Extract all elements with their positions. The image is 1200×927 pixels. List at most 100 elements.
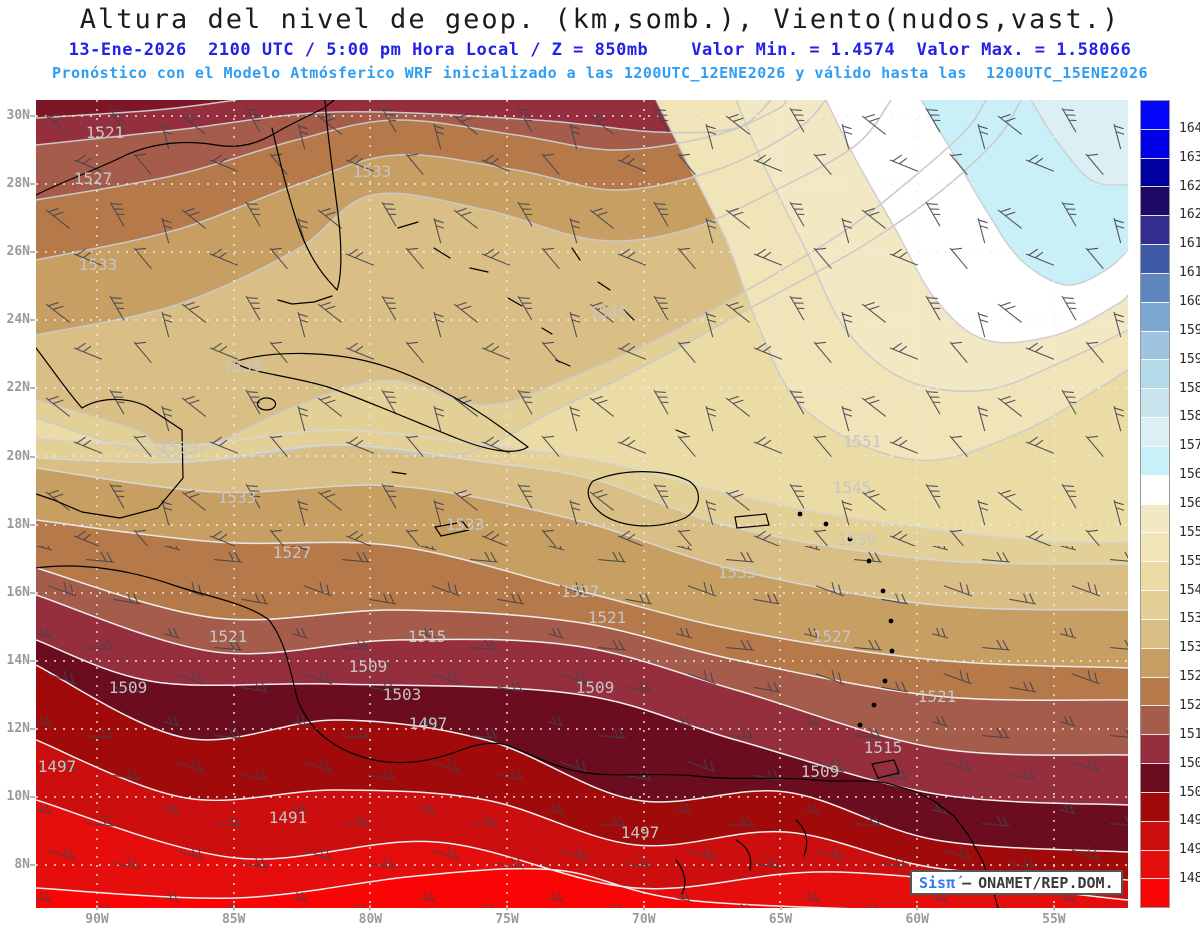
colorbar-swatch (1141, 128, 1169, 158)
colorbar-swatch (1141, 561, 1169, 591)
lat-tick-label: 28N (6, 176, 30, 192)
watermark-credit: ONAMET/REP.DOM. (978, 873, 1114, 892)
colorbar-swatch (1141, 849, 1169, 879)
colorbar-level-label: 1623 (1179, 207, 1200, 223)
lon-tick-mark (916, 905, 919, 910)
colorbar-swatch (1141, 101, 1169, 129)
contour-label: 1527 (813, 627, 852, 646)
lon-tick-mark (96, 905, 98, 910)
lon-tick-label: 90W (85, 912, 109, 927)
lat-tick-label: 30N (6, 108, 30, 123)
colorbar-level-label: 1575 (1179, 438, 1200, 454)
lat-tick-mark (30, 523, 35, 526)
colorbar-level-label: 1545 (1179, 582, 1200, 598)
colorbar-level-label: 1503 (1179, 784, 1200, 800)
contour-label: 1509 (349, 657, 388, 676)
colorbar-swatch (1141, 330, 1169, 360)
contour-label: 1545 (589, 303, 628, 322)
lon-tick-label: 80W (358, 912, 383, 927)
lon-tick-mark (779, 905, 782, 910)
contour-label: 1491 (269, 808, 308, 827)
lon-tick-label: 65W (768, 912, 793, 927)
colorbar-swatch (1141, 791, 1169, 821)
contour-label: 1497 (621, 823, 660, 842)
contour-label: 1503 (383, 685, 422, 704)
colorbar-level-label: 1497 (1179, 813, 1200, 829)
colorbar-level-label: 1557 (1179, 524, 1200, 540)
colorbar-level-label: 1527 (1179, 669, 1200, 685)
lat-tick-mark (30, 115, 35, 117)
colorbar-swatch (1141, 474, 1169, 504)
colorbar-swatch (1141, 186, 1169, 216)
lon-tick-label: 55W (1042, 912, 1066, 927)
colorbar-swatch (1141, 734, 1169, 764)
contour-label: 1509 (109, 678, 148, 697)
contour-label: 1539 (838, 530, 877, 549)
watermark-box: Sisπ́ – ONAMET/REP.DOM. (910, 870, 1123, 895)
contour-label: 1527 (273, 543, 312, 562)
contour-label: 1497 (409, 714, 448, 733)
contour-label: 1545 (833, 478, 872, 497)
lat-tick-mark (30, 319, 35, 322)
contour-label: 1533 (718, 563, 757, 582)
lat-tick-label: 20N (6, 448, 30, 464)
lon-tick-mark (1052, 905, 1055, 910)
colorbar-level-label: 1587 (1179, 380, 1200, 396)
contour-label: 1527 (561, 582, 600, 601)
contour-label: 1539 (159, 438, 198, 457)
colorbar-level-label: 1629 (1179, 178, 1200, 194)
lon-tick-mark (369, 905, 372, 910)
contour-label: 1533 (218, 488, 257, 507)
lat-tick-label: 14N (6, 652, 30, 668)
watermark-separator: – (962, 873, 972, 892)
page-title: Altura del nivel de geop. (km,somb.), Vi… (79, 4, 1121, 35)
contour-label: 1515 (408, 627, 447, 646)
contour-label: 1521 (86, 123, 125, 142)
colorbar-level-label: 1485 (1179, 871, 1200, 887)
colorbar-swatch (1141, 532, 1169, 562)
colorbar-swatch (1141, 878, 1169, 908)
colorbar-level-label: 1533 (1179, 640, 1200, 656)
lat-tick-mark (30, 727, 35, 730)
colorbar-swatch (1141, 215, 1169, 245)
lat-tick-mark (30, 796, 35, 798)
colorbar-level-label: 1491 (1179, 842, 1200, 858)
lon-tick-mark (232, 905, 235, 910)
lon-tick-mark (506, 905, 509, 910)
lon-tick-label: 75W (495, 912, 519, 927)
contour-label: 1521 (588, 608, 627, 627)
watermark-brand: Sisπ́ (919, 873, 956, 892)
contour-label: 1509 (801, 762, 840, 781)
lat-tick-label: 22N (6, 380, 30, 396)
colorbar-level-label: 1599 (1179, 322, 1200, 338)
valid-time-subtitle: 13-Ene-2026 2100 UTC / 5:00 pm Hora Loca… (68, 40, 1132, 60)
lon-tick-label: 85W (221, 912, 246, 927)
lat-tick-label: 18N (6, 516, 30, 532)
contour-label: 1521 (209, 627, 248, 646)
colorbar-swatch (1141, 503, 1169, 533)
contour-label: 1497 (38, 757, 77, 776)
colorbar-swatch (1141, 417, 1169, 446)
colorbar-level-label: 1563 (1179, 496, 1200, 511)
lon-tick-label: 70W (632, 912, 656, 927)
lat-tick-label: 24N (6, 312, 30, 328)
colorbar-level-label: 1509 (1179, 755, 1200, 771)
colorbar-swatch (1141, 445, 1169, 475)
lat-tick-label: 10N (6, 789, 30, 804)
colorbar-swatch (1141, 820, 1169, 850)
colorbar-swatch (1141, 388, 1169, 418)
colorbar-swatch (1141, 647, 1169, 677)
colorbar-swatch (1141, 763, 1169, 792)
lat-tick-label: 12N (6, 720, 30, 736)
lat-tick-mark (30, 251, 35, 254)
colorbar-level-label: 1515 (1179, 726, 1200, 742)
colorbar-swatch (1141, 359, 1169, 389)
lat-tick-mark (30, 864, 35, 867)
contour-label: 1539 (223, 357, 262, 376)
contour-labels-layer: 1521 1527 1533 1533 1539 1539 1545 1551 1545 1539… (38, 123, 957, 842)
weather-map: 1521 1527 1533 1533 1539 1539 1545 1551 1545 1539… (36, 100, 1128, 908)
colorbar-level-label: 1635 (1179, 149, 1200, 165)
